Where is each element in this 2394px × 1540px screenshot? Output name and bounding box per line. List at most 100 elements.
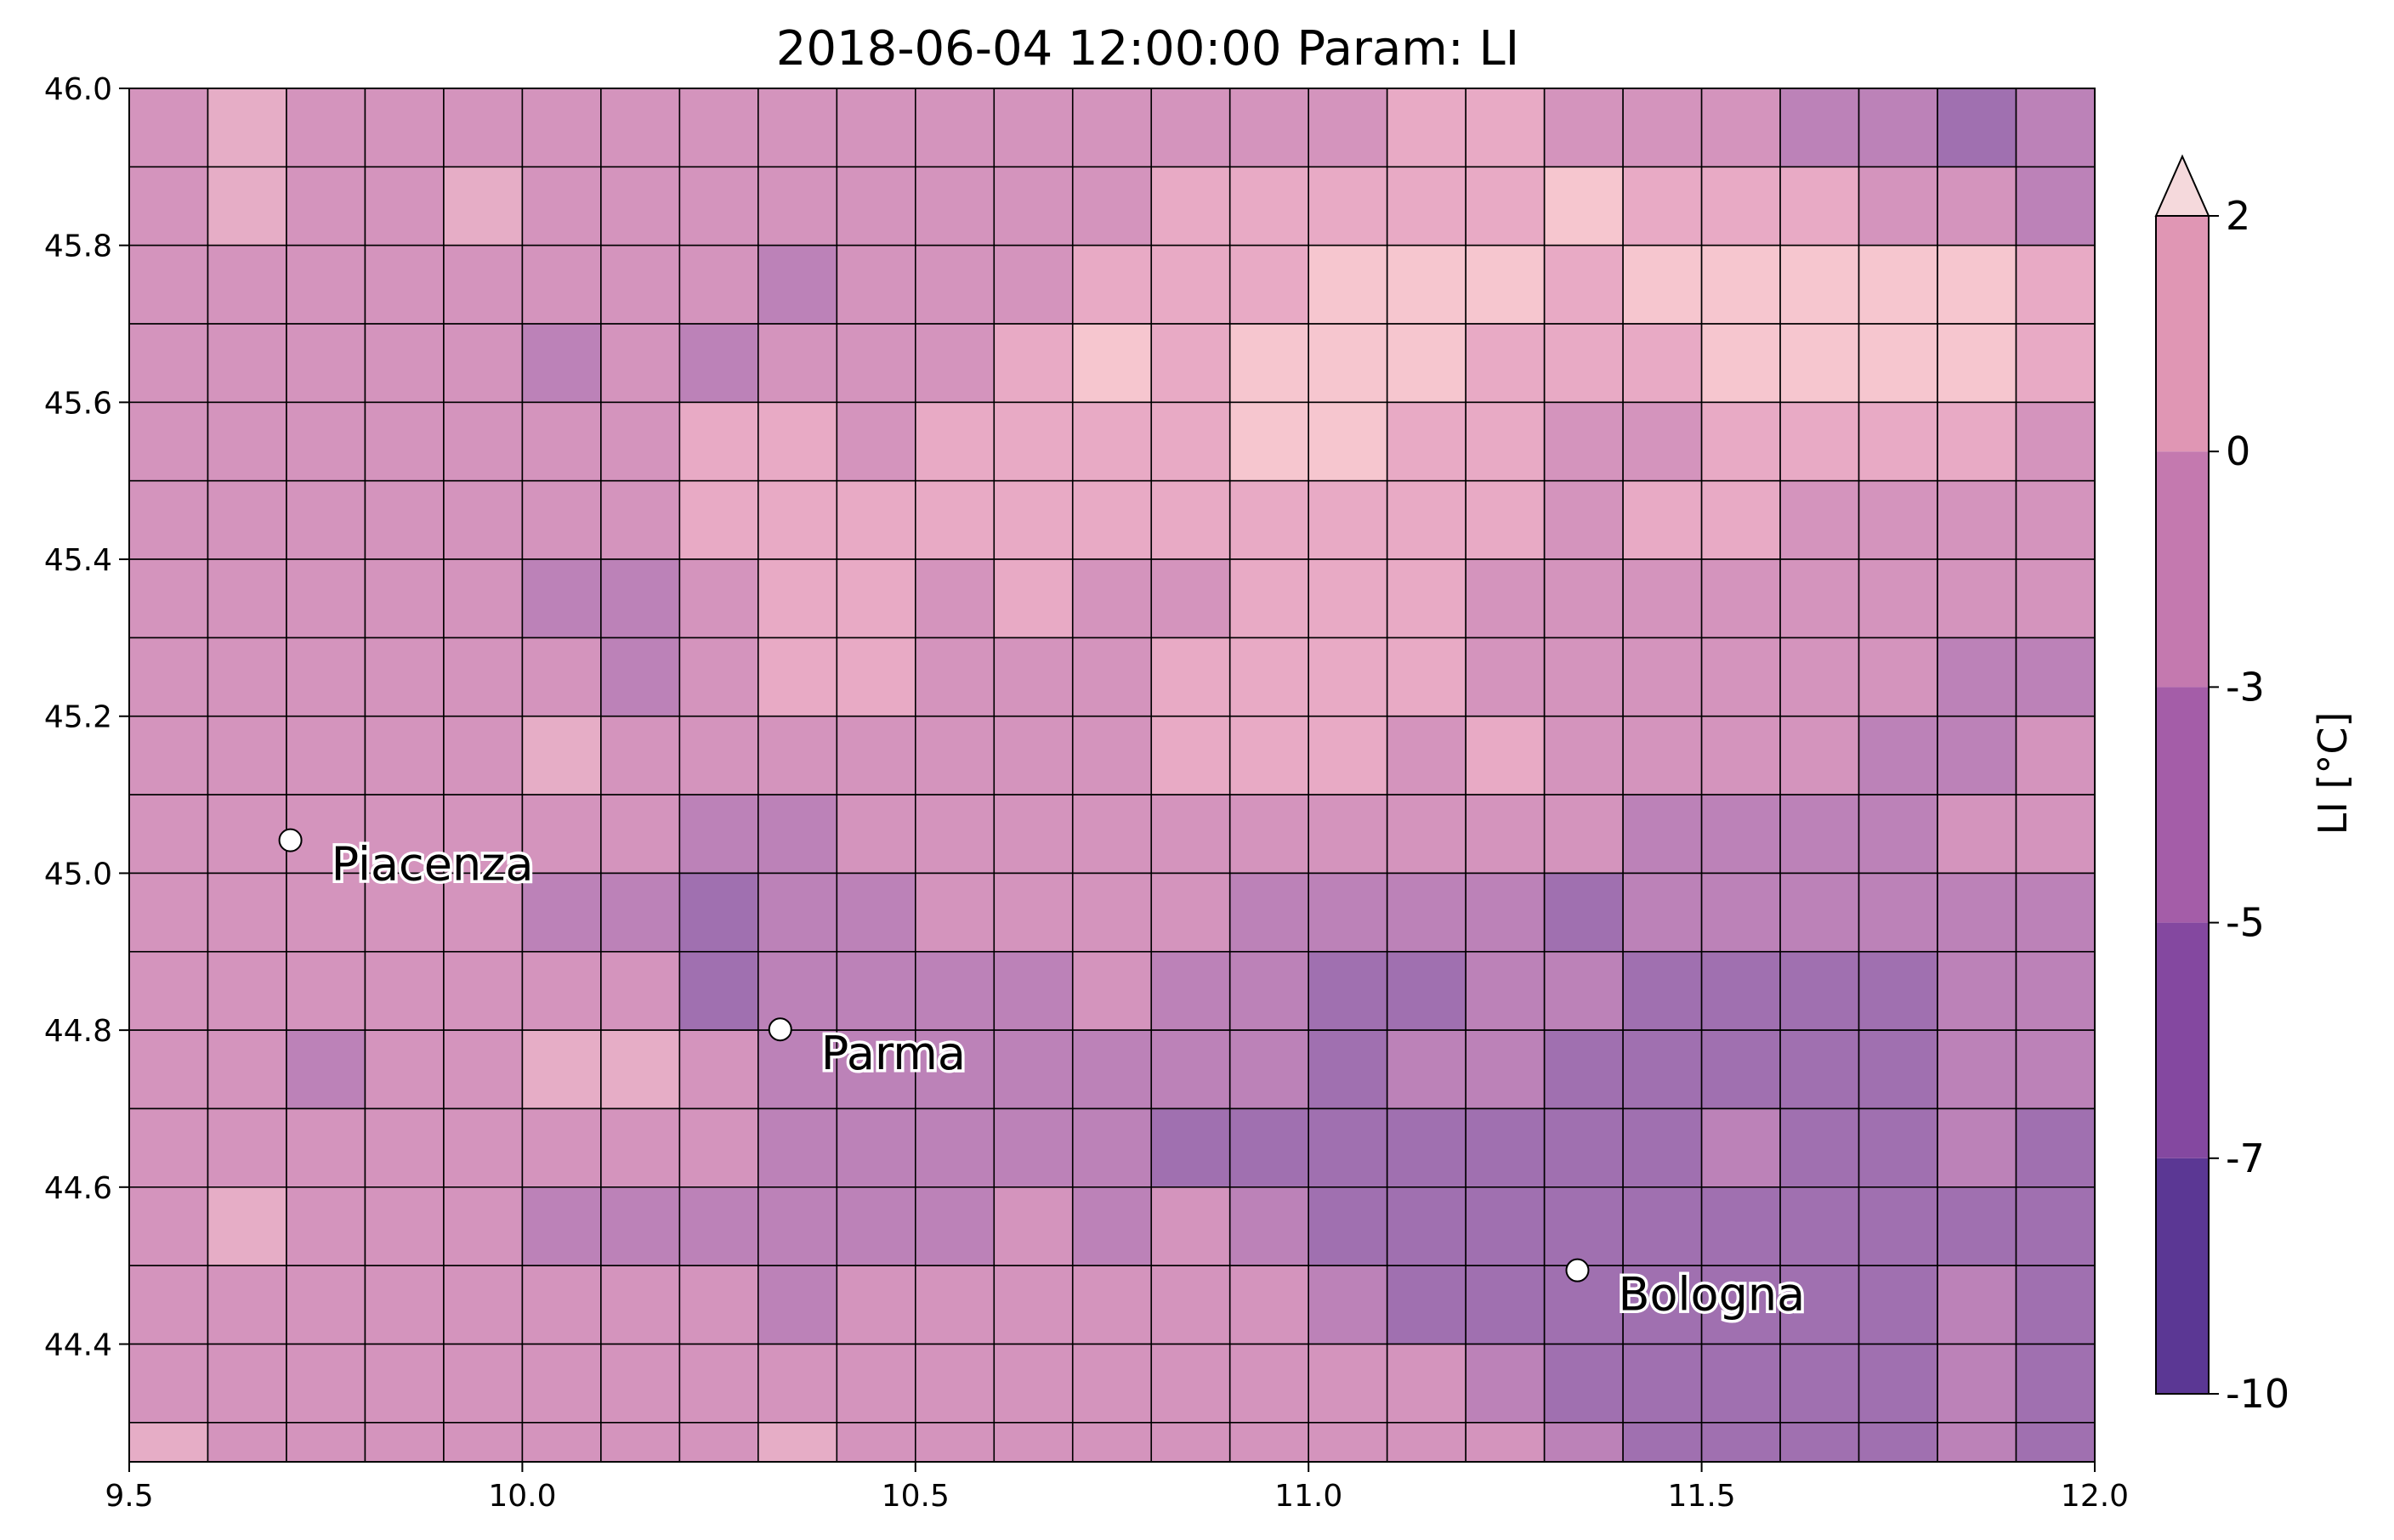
y-tick-label: 44.8 <box>44 1014 112 1049</box>
colorbar-segment <box>2156 922 2209 1158</box>
heatmap-cell <box>1386 1422 1466 1463</box>
heatmap-cell <box>678 401 759 482</box>
heatmap-cell <box>286 715 366 795</box>
heatmap-cell <box>915 558 996 639</box>
heatmap-cell <box>1622 558 1703 639</box>
heatmap-cell <box>128 794 209 875</box>
heatmap-cell <box>1700 558 1781 639</box>
heatmap-cell <box>1150 558 1231 639</box>
heatmap-cell <box>836 88 916 168</box>
heatmap-cell <box>1622 1186 1703 1266</box>
heatmap-cell <box>286 1422 366 1463</box>
heatmap-cell <box>993 401 1074 482</box>
city-markers: Piacenza Parma Bologna <box>278 828 1808 1324</box>
heatmap-cell <box>2015 558 2096 639</box>
y-tick-label: 45.0 <box>44 857 112 892</box>
heatmap-cell <box>1858 1107 1938 1188</box>
x-tick-label: 10.0 <box>488 1479 556 1514</box>
colorbar-tick-label: -10 <box>2226 1371 2289 1417</box>
heatmap-cell <box>1937 1343 2017 1424</box>
heatmap-cell <box>521 244 602 325</box>
heatmap-cell <box>757 794 838 875</box>
heatmap-cell <box>600 637 681 717</box>
heatmap-cell <box>521 1422 602 1463</box>
heatmap-cell <box>207 558 287 639</box>
heatmap-cell <box>678 88 759 168</box>
heatmap-cell <box>757 401 838 482</box>
heatmap-cell <box>128 558 209 639</box>
heatmap-cell <box>1700 244 1781 325</box>
heatmap-cell <box>1308 558 1388 639</box>
heatmap-cell <box>1700 715 1781 795</box>
heatmap-cell <box>678 637 759 717</box>
heatmap-cell <box>2015 1186 2096 1266</box>
heatmap-cell <box>1228 323 1309 404</box>
heatmap-cell <box>443 88 524 168</box>
heatmap-cell <box>1937 1186 2017 1266</box>
heatmap-cell <box>364 401 445 482</box>
y-tick-label: 45.4 <box>44 543 112 578</box>
heatmap-cell <box>836 637 916 717</box>
heatmap-cell <box>678 558 759 639</box>
heatmap-cell <box>128 1422 209 1463</box>
heatmap-cell <box>1937 950 2017 1031</box>
y-tick-label: 45.6 <box>44 386 112 421</box>
heatmap-cell <box>600 1029 681 1110</box>
heatmap-cell <box>678 323 759 404</box>
heatmap-cell <box>1228 1343 1309 1424</box>
heatmap-cell <box>443 166 524 246</box>
heatmap-cell <box>1543 1422 1624 1463</box>
heatmap-cell <box>1071 558 1153 639</box>
heatmap-cell <box>1937 1265 2017 1345</box>
heatmap-cell <box>1858 872 1938 953</box>
heatmap-cell <box>1779 323 1860 404</box>
heatmap-cell <box>993 715 1074 795</box>
heatmap-cell <box>1465 1265 1546 1345</box>
heatmap-cell <box>1779 166 1860 246</box>
heatmap-cell <box>1308 479 1388 560</box>
heatmap-cell <box>1700 1107 1781 1188</box>
heatmap-cell <box>364 950 445 1031</box>
heatmap-cell <box>1700 88 1781 168</box>
heatmap-cell <box>1465 244 1546 325</box>
heatmap-cell <box>1465 715 1546 795</box>
heatmap-cell <box>207 479 287 560</box>
heatmap-cell <box>1700 1029 1781 1110</box>
heatmap-cell <box>757 1343 838 1424</box>
heatmap-cell <box>836 1186 916 1266</box>
heatmap-cell <box>600 1422 681 1463</box>
heatmap-cell <box>915 244 996 325</box>
heatmap-cell <box>1150 872 1231 953</box>
heatmap-cell <box>2015 1343 2096 1424</box>
heatmap-cell <box>364 88 445 168</box>
heatmap-cell <box>915 1186 996 1266</box>
heatmap-cell <box>1386 244 1466 325</box>
heatmap-cell <box>600 794 681 875</box>
heatmap-cell <box>836 1265 916 1345</box>
heatmap-cell <box>1386 401 1466 482</box>
heatmap-cell <box>678 166 759 246</box>
heatmap-cell <box>1700 872 1781 953</box>
heatmap-cell <box>1150 323 1231 404</box>
heatmap-cell <box>1228 1107 1309 1188</box>
heatmap-cell <box>757 166 838 246</box>
heatmap-cell <box>1858 479 1938 560</box>
heatmap-cell <box>521 401 602 482</box>
x-tick-label: 11.0 <box>1274 1479 1342 1514</box>
heatmap-cell <box>836 1422 916 1463</box>
city-marker <box>1565 1258 1590 1282</box>
heatmap-cell <box>1228 479 1309 560</box>
colorbar-tick-label: -3 <box>2226 664 2265 710</box>
heatmap-cell <box>1150 479 1231 560</box>
heatmap-cell <box>1228 637 1309 717</box>
heatmap-cell <box>1071 1029 1153 1110</box>
heatmap-cell <box>443 872 524 953</box>
heatmap-cell <box>286 1343 366 1424</box>
heatmap-cell <box>1779 558 1860 639</box>
heatmap-cell <box>1779 88 1860 168</box>
heatmap-cell <box>1308 401 1388 482</box>
heatmap-cell <box>600 950 681 1031</box>
heatmap-cell <box>1228 558 1309 639</box>
colorbar-extend-arrow <box>2154 154 2210 217</box>
colorbar-outline <box>2155 216 2210 1395</box>
